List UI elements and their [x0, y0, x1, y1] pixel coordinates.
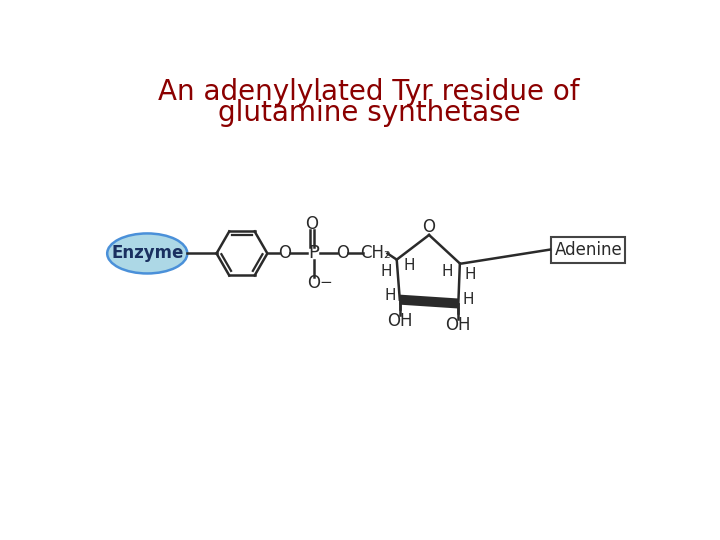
Text: OH: OH: [446, 316, 471, 334]
Text: Adenine: Adenine: [554, 241, 622, 259]
Text: CH₂: CH₂: [360, 245, 390, 262]
Text: OH: OH: [387, 312, 413, 330]
Text: Enzyme: Enzyme: [111, 245, 184, 262]
Text: H: H: [380, 264, 392, 279]
Text: glutamine synthetase: glutamine synthetase: [217, 99, 521, 127]
Text: H: H: [462, 292, 474, 307]
Text: H: H: [384, 288, 395, 303]
Text: O: O: [305, 215, 318, 233]
Ellipse shape: [107, 233, 187, 273]
Text: O: O: [307, 274, 320, 292]
Text: An adenylylated Tyr residue of: An adenylylated Tyr residue of: [158, 78, 580, 106]
Text: P: P: [308, 245, 319, 262]
Text: H: H: [465, 267, 477, 282]
Text: −: −: [320, 275, 333, 290]
Text: H: H: [442, 264, 454, 279]
Text: O: O: [336, 245, 349, 262]
Text: O: O: [278, 245, 291, 262]
FancyBboxPatch shape: [551, 237, 626, 262]
Text: H: H: [403, 258, 415, 273]
Text: O: O: [423, 218, 436, 237]
